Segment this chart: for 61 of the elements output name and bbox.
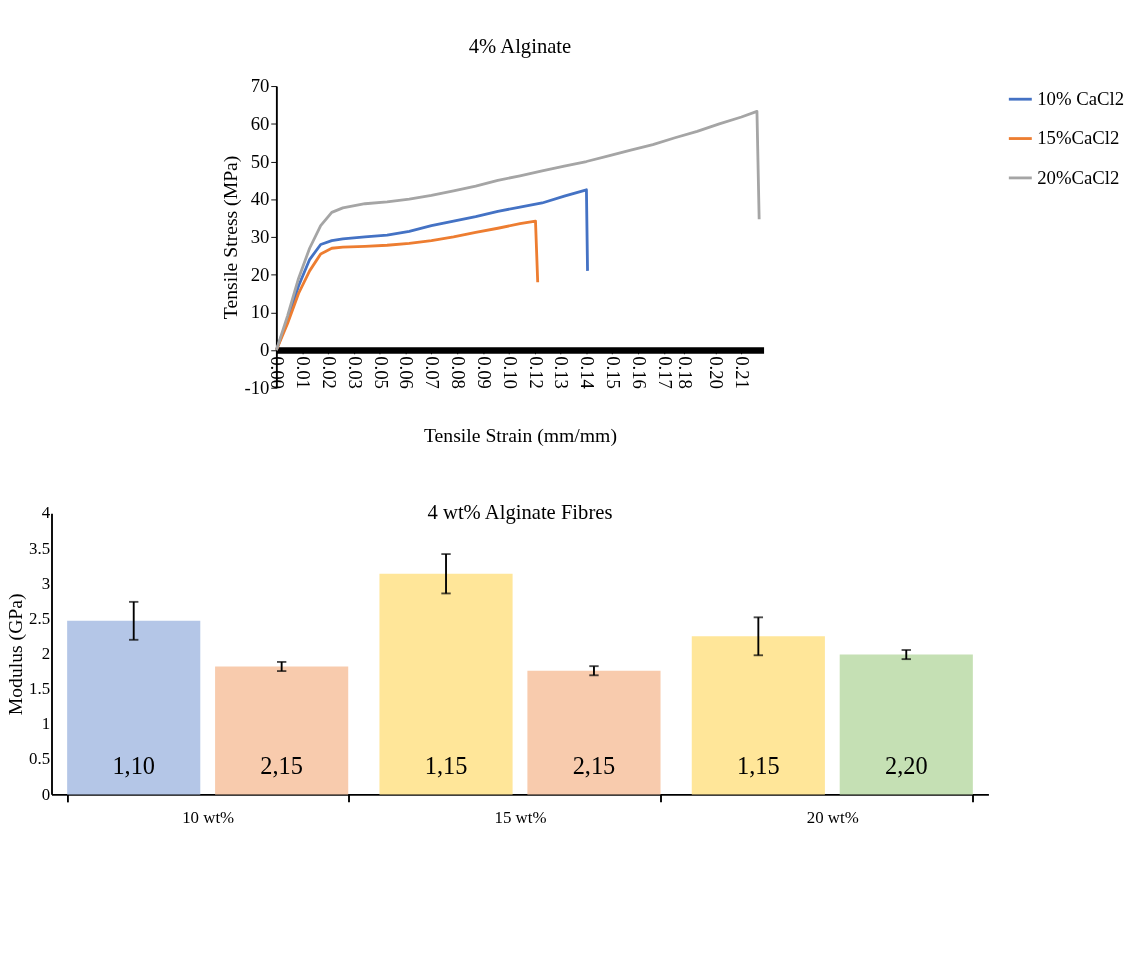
y-tick-label: 2.5 (29, 608, 51, 628)
x-tick-label: 0.10 (499, 356, 521, 389)
y-tick-label: 10 (250, 301, 270, 323)
y-tick-label: 40 (250, 188, 270, 210)
bar (379, 573, 513, 795)
y-tick-label: 1 (41, 714, 51, 734)
x-tick-label: 20 wt% (806, 807, 859, 827)
x-axis-title: Tensile Strain (mm/mm) (423, 424, 617, 448)
legend-label: 10% CaCl2 (1037, 87, 1125, 109)
line-series (274, 109, 761, 352)
annotation: 2,15 (260, 751, 303, 779)
annotation: 2,20 (884, 751, 928, 779)
bar (215, 666, 349, 795)
x-tick-label: 0.14 (577, 356, 599, 390)
y-tick-label: 50 (250, 150, 270, 172)
y-axis-title: Modulus (GPa) (3, 593, 27, 716)
y-tick-label: 0 (41, 784, 51, 804)
x-tick-label: 15 wt% (494, 807, 547, 827)
annotation: 1,10 (112, 751, 156, 779)
y-tick-label: 2 (41, 644, 51, 664)
x-tick-label: 0.08 (448, 356, 470, 389)
x-tick-label: 0.03 (344, 356, 366, 389)
legend-label: 15%CaCl2 (1037, 127, 1120, 149)
y-tick-label: 60 (250, 112, 270, 134)
x-tick-label: 0.21 (732, 356, 754, 389)
bar (691, 636, 825, 795)
x-tick-label: 0.09 (473, 356, 495, 389)
x-tick-label: 0.20 (706, 356, 728, 389)
x-tick-label: 0.07 (422, 356, 444, 389)
y-tick-label: 0.5 (29, 749, 51, 769)
x-tick-label: 0.18 (674, 356, 696, 389)
x-tick-label: 0.05 (370, 356, 392, 389)
annotation: 1,15 (424, 751, 468, 779)
x-tick-label: 0.02 (318, 356, 340, 389)
legend-label: 20%CaCl2 (1037, 166, 1120, 188)
x-tick-label: 0.12 (525, 356, 547, 389)
y-tick-label: 3 (41, 573, 51, 593)
x-tick-label: 0.17 (654, 356, 676, 389)
x-tick-label: 10 wt% (182, 807, 235, 827)
x-tick-label: 0.06 (396, 356, 418, 389)
annotation: 1,15 (737, 751, 780, 779)
x-tick-label: 0.01 (293, 356, 315, 389)
annotation: 2,15 (572, 751, 616, 779)
y-tick-label: 20 (250, 263, 270, 285)
y-tick-label: -10 (244, 376, 270, 398)
y-tick-label: 4 (41, 503, 51, 523)
y-tick-label: 3.5 (29, 538, 51, 558)
line-series (274, 219, 540, 352)
bar (839, 654, 973, 795)
chart-title: 4 wt% Alginate Fibres (427, 500, 613, 524)
x-tick-label: 0.15 (603, 356, 625, 389)
chart-title: 4% Alginate (468, 35, 572, 59)
y-axis-title: Tensile Stress (MPa) (218, 155, 242, 320)
bar (67, 620, 201, 795)
y-tick-label: 30 (250, 226, 270, 248)
y-tick-label: 1.5 (29, 679, 51, 699)
y-tick-label: 0 (260, 339, 270, 361)
x-tick-label: 0.13 (551, 356, 573, 389)
x-tick-label: 0.16 (628, 356, 650, 389)
bar (527, 670, 661, 795)
y-tick-label: 70 (250, 75, 270, 97)
